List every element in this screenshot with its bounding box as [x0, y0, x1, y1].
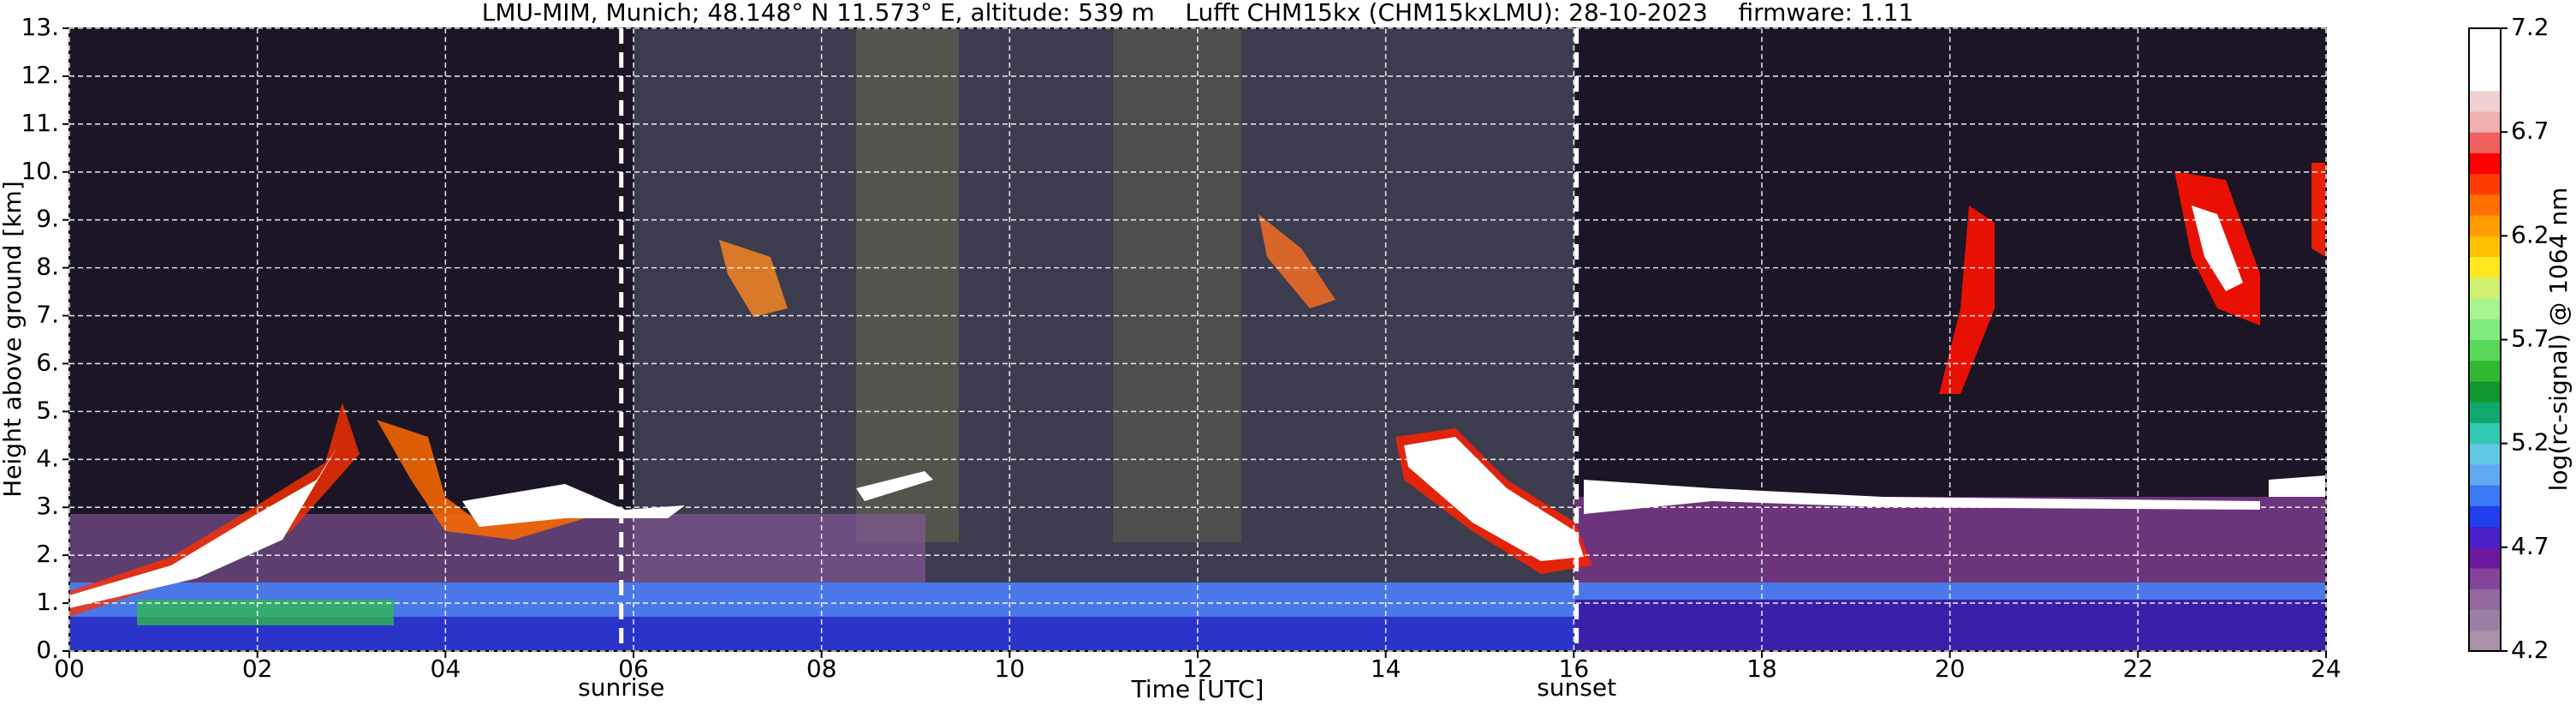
y-tick-label: 13. [21, 13, 59, 41]
annotation-label: sunrise [578, 673, 664, 702]
y-tick-label: 6. [36, 348, 59, 376]
x-tick-label: 18 [1746, 654, 1777, 683]
y-tick-label: 4. [36, 444, 59, 472]
colorbar-segment [2469, 443, 2501, 465]
x-tick-label: 12 [1182, 654, 1213, 683]
colorbar-tick-label: 6.2 [2511, 220, 2549, 248]
annotation-label: sunset [1537, 673, 1616, 702]
x-tick-label: 10 [995, 654, 1026, 683]
colorbar-segment [2469, 380, 2501, 403]
colorbar-segment [2469, 589, 2501, 611]
colorbar-segment [2469, 152, 2501, 175]
chart-title: LMU-MIM, Munich; 48.148° N 11.573° E, al… [482, 0, 1914, 27]
x-tick-label: 16 [1559, 654, 1590, 683]
colorbar-tick-label: 5.7 [2511, 325, 2549, 353]
x-tick-label: 22 [2123, 654, 2154, 683]
y-tick-label: 5. [36, 396, 59, 424]
y-tick-label: 3. [36, 492, 59, 520]
colorbar-segment [2469, 505, 2501, 528]
y-tick-label: 1. [36, 588, 59, 616]
x-tick-label: 00 [54, 654, 85, 683]
colorbar-segment [2469, 422, 2501, 445]
colorbar-segment [2469, 526, 2501, 548]
colorbar-segment [2469, 69, 2501, 92]
colorbar-segment [2469, 132, 2501, 153]
colorbar-segment [2469, 277, 2501, 299]
y-tick-label: 2. [36, 540, 59, 568]
colorbar-tick-label: 4.2 [2511, 636, 2549, 664]
colorbar-segment [2469, 28, 2501, 50]
x-tick-label: 08 [806, 654, 837, 683]
x-axis-title: Time [UTC] [1131, 675, 1264, 703]
x-tick-label: 24 [2311, 654, 2341, 683]
x-tick-label: 02 [242, 654, 273, 683]
colorbar-segment [2469, 339, 2501, 361]
x-tick-label: 06 [618, 654, 649, 683]
y-tick-label: 7. [36, 301, 59, 329]
colorbar-segment [2469, 568, 2501, 589]
colorbar-segment [2469, 236, 2501, 258]
colorbar-segment [2469, 298, 2501, 320]
y-tick-label: 12. [21, 61, 59, 89]
colorbar-segment [2469, 90, 2501, 112]
colorbar-segment [2469, 173, 2501, 195]
colorbar-tick-label: 5.2 [2511, 428, 2549, 457]
colorbar-segment [2469, 630, 2501, 652]
x-tick-label: 20 [1935, 654, 1966, 683]
colorbar-segment [2469, 49, 2501, 70]
colorbar-segment [2469, 547, 2501, 569]
y-tick-label: 0. [36, 636, 59, 664]
colorbar-segment [2469, 194, 2501, 216]
colorbar-tick-label: 6.7 [2511, 117, 2549, 145]
colorbar-segment [2469, 402, 2501, 423]
colorbar-segment [2469, 111, 2501, 133]
y-tick-label: 8. [36, 253, 59, 281]
colorbar-title: log(rc-signal) @ 1064 nm [2544, 188, 2573, 492]
colorbar-segment [2469, 319, 2501, 340]
colorbar-segment [2469, 609, 2501, 631]
colorbar-segment [2469, 215, 2501, 236]
y-tick-label: 10. [21, 157, 59, 185]
colorbar-tick-label: 7.2 [2511, 13, 2549, 41]
y-tick-label: 9. [36, 205, 59, 233]
y-tick-label: 11. [21, 109, 59, 137]
y-axis-title: Height above ground [km] [0, 181, 27, 498]
colorbar-segment [2469, 360, 2501, 382]
colorbar-segment [2469, 485, 2501, 506]
x-tick-label: 14 [1371, 654, 1401, 683]
x-tick-label: 04 [431, 654, 461, 683]
colorbar-tick-label: 4.7 [2511, 532, 2549, 560]
colorbar-segment [2469, 256, 2501, 278]
colorbar-segment [2469, 463, 2501, 486]
